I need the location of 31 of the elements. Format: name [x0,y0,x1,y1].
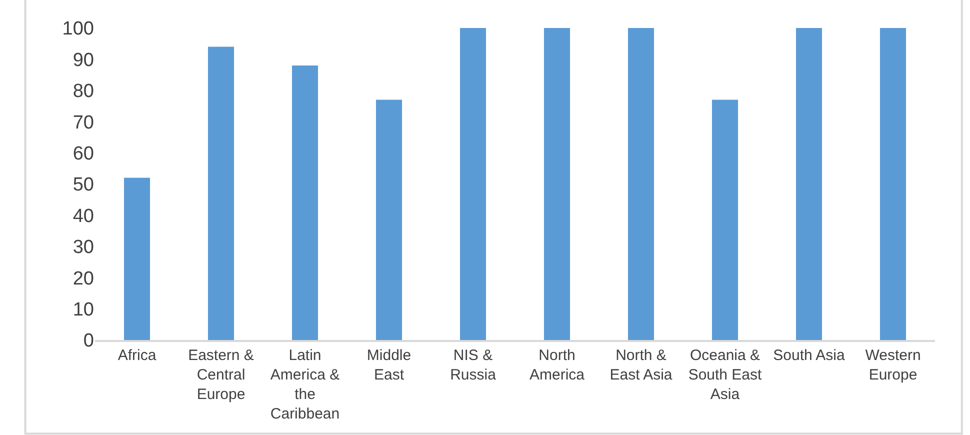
x-tick-label: Eastern & Central Europe [188,347,254,403]
bar [292,65,318,340]
x-tick-label: NIS & Russia [450,347,497,384]
y-tick-label: 30 [72,237,94,258]
bar [880,28,906,340]
bar [460,28,486,340]
x-tick-label: North & East Asia [610,347,673,384]
x-tick-label: Middle East [366,347,412,384]
y-tick-label: 60 [72,143,94,164]
x-tick-label: North America [529,347,586,384]
y-tick-label: 20 [72,268,94,290]
y-tick-label: 0 [83,330,94,352]
bar [796,28,822,340]
y-tick-label: 70 [72,112,94,134]
x-tick-label: Western Europe [865,347,921,384]
y-tick-label: 50 [72,174,94,196]
bar [208,46,234,340]
x-tick-label: Africa [118,347,157,364]
x-tick-label: Oceania & South East Asia [688,347,763,403]
bar [628,28,654,340]
bar [124,178,150,340]
y-tick-label: 10 [72,299,94,320]
bar [544,28,570,340]
y-tick-label: 40 [72,206,94,227]
x-tick-label: South Asia [773,347,846,364]
x-tick-label: Latin America & the Caribbean [270,347,340,422]
bar [376,100,402,340]
y-tick-label: 100 [62,18,94,40]
y-tick-label: 90 [72,50,94,71]
bar [712,100,738,340]
y-tick-label: 80 [72,81,94,102]
